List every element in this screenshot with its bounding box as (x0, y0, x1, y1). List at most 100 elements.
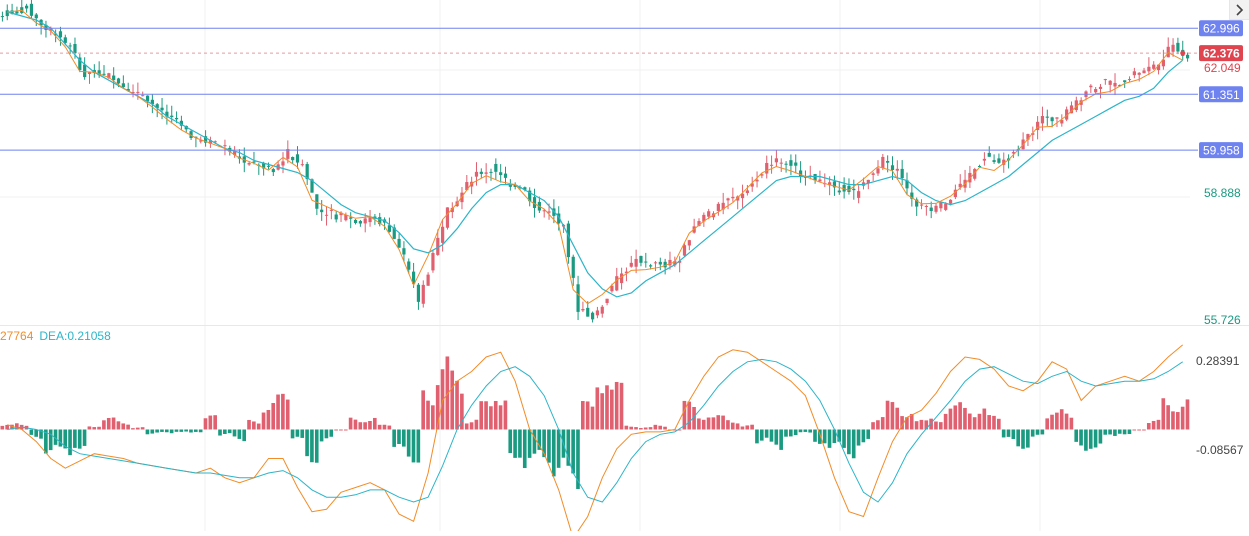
macd-bar (677, 429, 682, 431)
macd-bar (1006, 429, 1011, 437)
candle-body (1065, 109, 1069, 120)
candle-body (87, 72, 92, 74)
macd-bar (982, 408, 987, 430)
candle-body (252, 161, 256, 163)
macd-bar (716, 415, 721, 430)
candle-body (295, 154, 300, 163)
candle-body (992, 160, 996, 162)
macd-bar (242, 429, 247, 442)
macd-bar (1001, 429, 1006, 438)
candle-body (5, 10, 9, 17)
macd-bar (934, 421, 938, 430)
candle-body (397, 238, 401, 248)
candle-body (126, 88, 130, 91)
candle-body (653, 262, 658, 264)
candle-body (199, 140, 203, 142)
macd-bar (102, 420, 106, 430)
candle-body (726, 198, 730, 201)
candle-body (566, 223, 570, 258)
macd-bar (605, 385, 609, 430)
dif-label: 27764 (0, 329, 34, 343)
macd-bar (368, 421, 372, 430)
candle-body (697, 221, 701, 226)
macd-bar (290, 429, 295, 439)
candle-body (436, 237, 440, 255)
macd-bar (876, 420, 880, 430)
candle-body (620, 273, 624, 284)
macd-bar (131, 428, 135, 430)
macd-bar (967, 413, 972, 430)
macd-bar (53, 429, 58, 445)
macd-bar (179, 429, 184, 432)
candle-body (1176, 42, 1180, 52)
macd-bar (542, 429, 546, 458)
macd-bar (600, 393, 604, 430)
macd-bar (1185, 399, 1190, 430)
macd-bar (397, 429, 401, 445)
candle-body (948, 199, 953, 204)
macd-bar (1079, 429, 1083, 446)
candle-body (649, 265, 653, 267)
macd-bar (905, 417, 909, 430)
candle-body (1002, 159, 1006, 165)
candle-body (58, 31, 63, 38)
candle-body (1055, 117, 1059, 119)
candle-body (890, 165, 895, 171)
candle-body (266, 165, 271, 167)
candle-body (634, 258, 638, 267)
macd-bar (730, 422, 735, 430)
candle-body (155, 104, 159, 109)
scroll-right-button[interactable] (1229, 0, 1249, 20)
candle-body (441, 226, 445, 243)
candle-body (334, 214, 338, 220)
candle-body (910, 192, 914, 199)
macd-bar (29, 429, 34, 435)
macd-bar (266, 409, 271, 430)
candle-body (590, 312, 595, 320)
candle-body (44, 24, 48, 30)
macd-bar (160, 429, 164, 432)
candle-body (1045, 116, 1049, 118)
candle-body (818, 179, 822, 182)
macd-bar (547, 429, 551, 463)
hline-label: 61.351 (1203, 88, 1240, 102)
macd-bar (508, 429, 513, 454)
candle-body (320, 209, 324, 213)
macd-bar (276, 394, 280, 430)
macd-bar (1035, 429, 1040, 435)
macd-bar (223, 429, 227, 434)
candles-group (0, 0, 1190, 323)
candle-body (68, 45, 72, 47)
candle-body (847, 185, 851, 192)
macd-bar (643, 427, 648, 430)
candle-body (411, 271, 416, 284)
macd-bar (755, 429, 759, 444)
candle-body (63, 37, 67, 43)
macd-bar (271, 402, 276, 430)
macd-bar (10, 424, 14, 430)
candle-body (353, 219, 358, 223)
candle-body (973, 168, 977, 179)
macd-bar (1093, 429, 1098, 448)
macd-bar (726, 420, 730, 430)
candle-body (344, 215, 348, 221)
macd-bar (735, 423, 740, 430)
candle-body (842, 184, 846, 192)
macd-bar (63, 429, 68, 449)
macd-bar (498, 405, 503, 430)
candle-body (1156, 64, 1161, 71)
candle-body (194, 136, 198, 138)
candle-body (658, 261, 662, 265)
candle-body (208, 140, 213, 144)
candle-body (489, 171, 493, 173)
macd-bar (639, 428, 643, 430)
candle-body (15, 11, 19, 14)
candle-body (102, 73, 106, 75)
macd-bar (629, 426, 633, 430)
macd-bar (953, 405, 958, 430)
candle-body (150, 99, 154, 105)
macd-bar (619, 382, 624, 430)
macd-bar (189, 429, 193, 433)
